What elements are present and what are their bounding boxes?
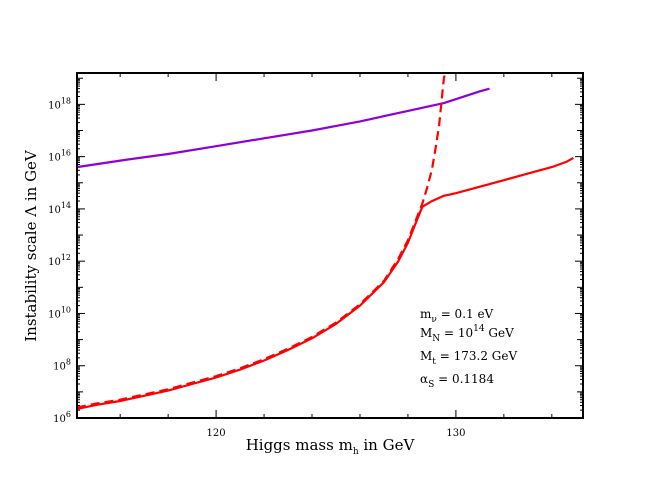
x-axis-label: Higgs mass mh in GeV [246, 436, 416, 457]
plot-frame [76, 72, 584, 419]
series-line-red-dashed [76, 72, 447, 409]
series-line-purple [76, 87, 490, 169]
y-tick-label: 1018 [48, 96, 71, 111]
tick-labels: 120 130 106 108 1010 1012 1014 1016 1018 [48, 96, 465, 439]
x-tick-label: 120 [207, 428, 226, 439]
y-axis-label: Instability scale Λ in GeV [22, 149, 40, 342]
x-tick-label: 130 [446, 428, 465, 439]
y-tick-label: 1012 [48, 253, 71, 268]
parameter-annotations: mν = 0.1 eV MN = 1014 GeV Mt = 173.2 GeV… [420, 307, 517, 390]
y-tick-label: 1010 [48, 305, 71, 320]
tick-marks [77, 73, 583, 419]
y-tick-label: 1016 [48, 149, 71, 164]
series-layer [76, 72, 574, 410]
y-tick-label: 108 [53, 358, 71, 373]
series-line-red-solid [76, 156, 574, 410]
annotation-m-t: Mt = 173.2 GeV [420, 349, 517, 367]
annotation-m-n: MN = 1014 GeV [420, 324, 514, 344]
y-tick-label: 106 [53, 410, 71, 425]
y-tick-label: 1014 [48, 201, 71, 216]
annotation-m-nu: mν = 0.1 eV [420, 307, 494, 325]
annotation-alpha-s: αS = 0.1184 [420, 372, 494, 390]
